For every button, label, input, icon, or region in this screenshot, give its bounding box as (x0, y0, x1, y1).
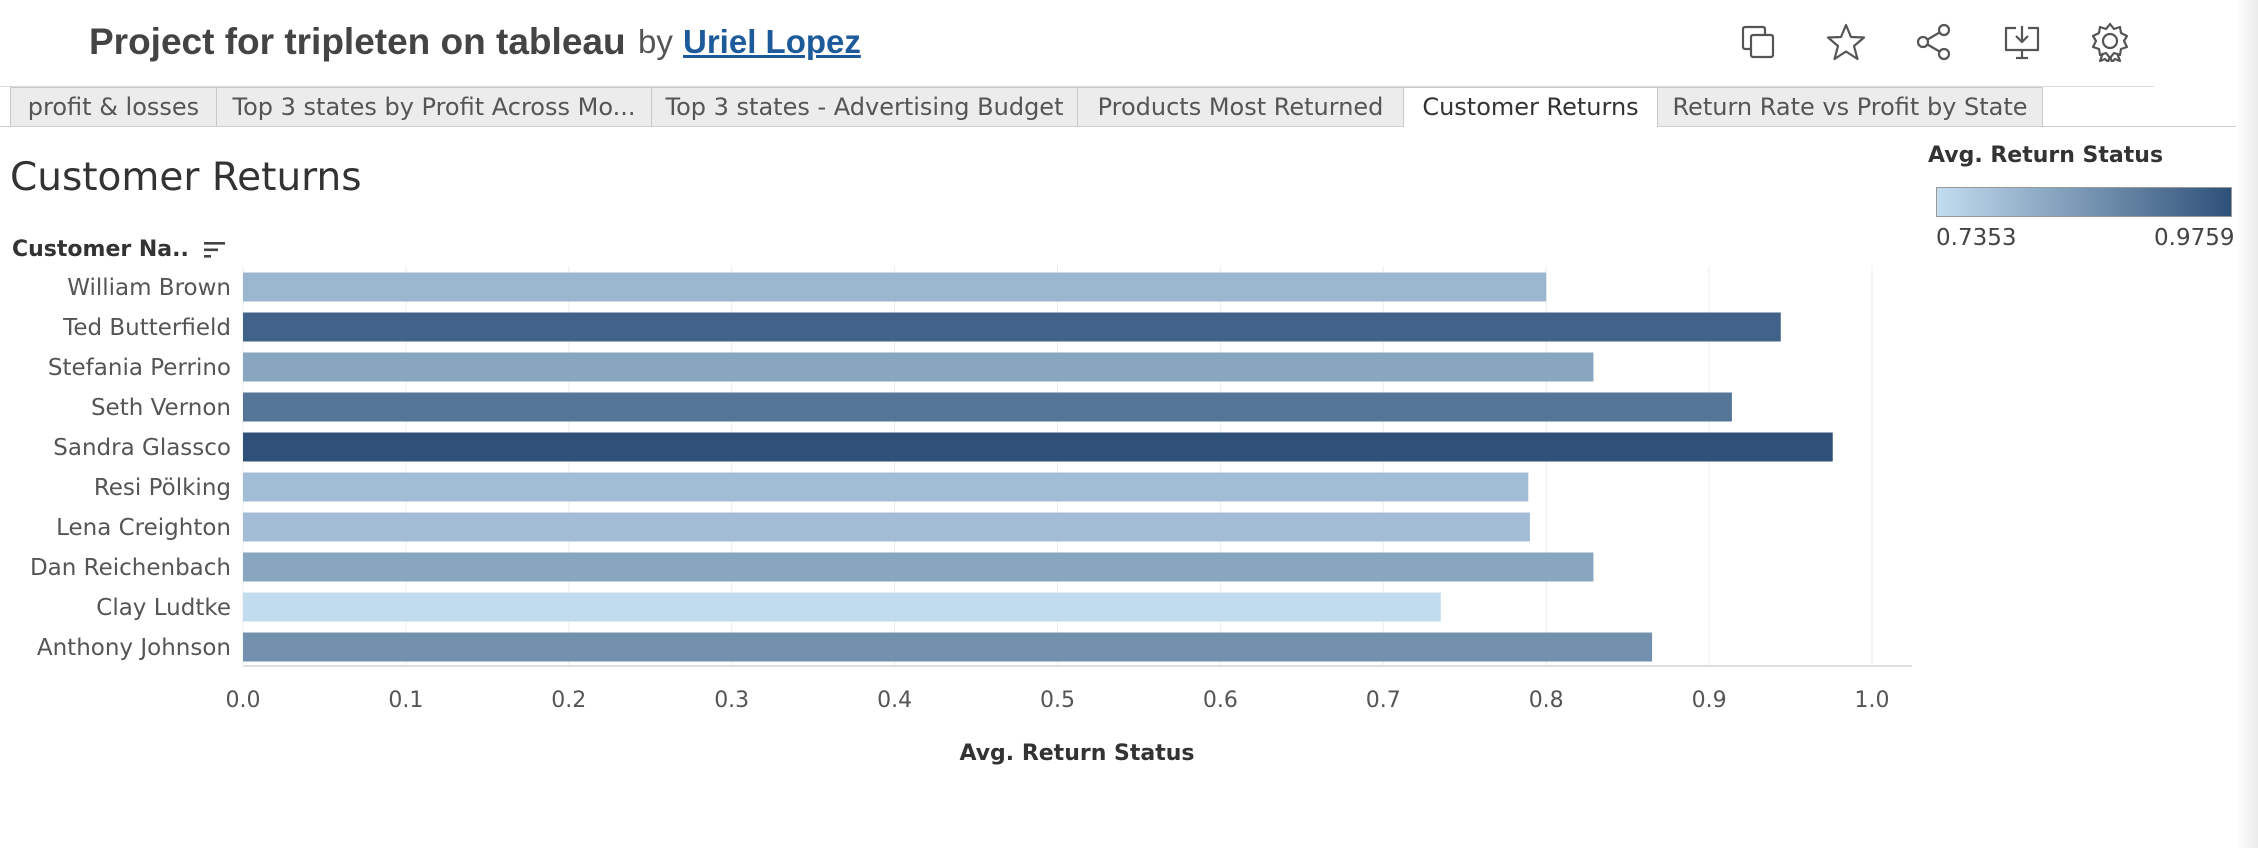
bar-5 (243, 432, 1833, 462)
bar-9 (243, 592, 1441, 622)
category-label: Ted Butterfield (62, 315, 231, 341)
tab-top3-profit-months[interactable]: Top 3 states by Profit Across Mo... (216, 87, 652, 126)
category-label: Lena Creighton (56, 515, 231, 541)
header-divider (0, 86, 2154, 87)
category-label: William Brown (67, 275, 231, 301)
bar-4 (243, 392, 1732, 422)
bar-6 (243, 472, 1529, 502)
sort-descending-icon[interactable] (203, 239, 227, 261)
x-tick-label: 0.5 (1040, 688, 1075, 713)
favorite-star-icon[interactable] (1824, 20, 1868, 64)
x-tick-label: 0.2 (551, 688, 586, 713)
right-edge-shadow (2236, 0, 2258, 848)
bar-10 (243, 632, 1653, 662)
share-icon[interactable] (1912, 20, 1956, 64)
x-tick-label: 0.1 (388, 688, 423, 713)
x-axis-title: Avg. Return Status (959, 741, 1194, 766)
legend-title: Avg. Return Status (1928, 143, 2164, 168)
bar-7 (243, 512, 1530, 542)
tab-customer-returns[interactable]: Customer Returns (1403, 87, 1658, 127)
row-header-label: Customer Na.. (12, 237, 189, 262)
bar-3 (243, 352, 1594, 382)
category-label: Dan Reichenbach (30, 555, 231, 581)
bar-8 (243, 552, 1594, 582)
x-tick-label: 1.0 (1855, 688, 1890, 713)
legend-color-ramp (1936, 187, 2232, 217)
category-label: Sandra Glassco (53, 435, 231, 461)
tab-top3-advertising[interactable]: Top 3 states - Advertising Budget (651, 87, 1078, 126)
category-label: Resi Pölking (94, 475, 231, 501)
row-header: Customer Na.. (12, 235, 227, 265)
x-tick-label: 0.6 (1203, 688, 1238, 713)
category-label: Anthony Johnson (37, 635, 231, 661)
sheet-tabs: profit & losses Top 3 states by Profit A… (0, 87, 2236, 127)
tab-profit-losses[interactable]: profit & losses (10, 87, 217, 126)
author-link[interactable]: Uriel Lopez (683, 23, 861, 60)
category-label: Stefania Perrino (48, 355, 231, 381)
duplicate-icon[interactable] (1736, 20, 1780, 64)
bar-2 (243, 312, 1781, 342)
legend-min-label: 0.7353 (1936, 225, 2017, 251)
workbook-title: Project for tripleten on tableau (89, 21, 626, 62)
category-label: Clay Ludtke (96, 595, 231, 621)
download-icon[interactable] (2000, 20, 2044, 64)
x-tick-label: 0.8 (1529, 688, 1564, 713)
by-label: by (638, 23, 673, 60)
category-label: Seth Vernon (91, 395, 231, 421)
x-tick-label: 0.4 (877, 688, 912, 713)
workbook-header: Project for tripleten on tableau by Urie… (0, 0, 2236, 86)
legend-max-label: 0.9759 (2154, 225, 2235, 251)
bar-1 (243, 272, 1547, 302)
x-tick-label: 0.7 (1366, 688, 1401, 713)
sheet-title: Customer Returns (10, 155, 362, 200)
x-tick-label: 0.0 (226, 688, 261, 713)
tab-products-most-returned[interactable]: Products Most Returned (1077, 87, 1404, 126)
tab-bar-baseline (0, 126, 2236, 127)
badge-icon[interactable] (2088, 20, 2132, 64)
x-tick-label: 0.9 (1692, 688, 1727, 713)
x-tick-label: 0.3 (714, 688, 749, 713)
tab-return-rate-vs-profit[interactable]: Return Rate vs Profit by State (1657, 87, 2043, 126)
